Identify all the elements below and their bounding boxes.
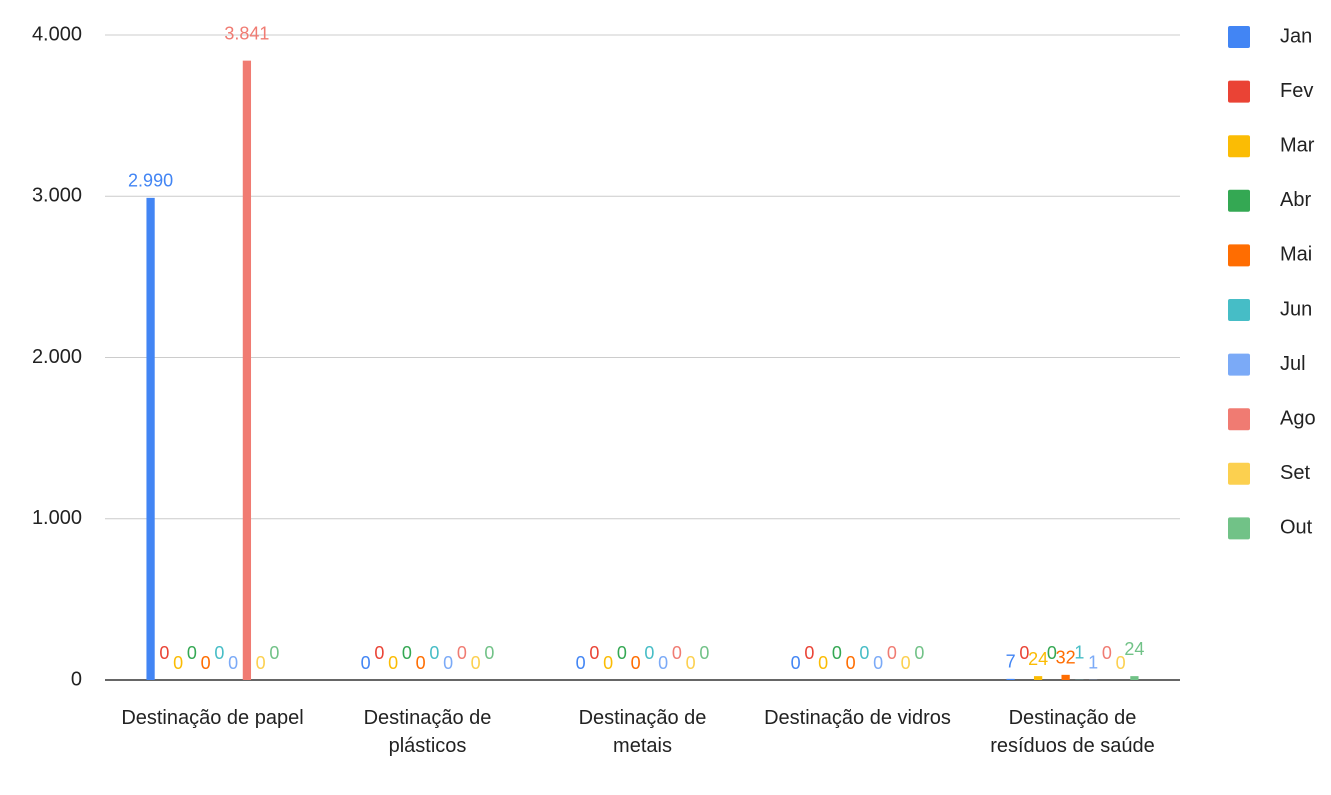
- bar: [1033, 676, 1043, 680]
- data-label: 0: [791, 653, 801, 673]
- data-label: 24: [1124, 639, 1144, 659]
- y-tick-label: 1.000: [32, 507, 82, 529]
- data-label: 0: [1047, 643, 1057, 663]
- data-label: 2.990: [128, 171, 173, 191]
- data-label: 0: [269, 643, 279, 663]
- bar: [242, 60, 252, 681]
- data-label: 0: [1019, 643, 1029, 663]
- bar: [1061, 674, 1070, 680]
- x-tick-label: Destinação de plásticos: [363, 707, 492, 757]
- data-label: 1: [1088, 653, 1098, 673]
- y-tick-label: 0: [71, 668, 82, 690]
- data-label: 0: [804, 643, 814, 663]
- data-label: 0: [443, 653, 453, 673]
- data-label: 0: [388, 653, 398, 673]
- legend-swatch: [1228, 80, 1250, 103]
- data-label: 0: [214, 643, 224, 663]
- data-label: 0: [914, 643, 924, 663]
- legend-label: Jun: [1280, 298, 1312, 320]
- data-label: 0: [859, 643, 869, 663]
- data-label: 0: [256, 653, 266, 673]
- data-label: 3.841: [224, 23, 269, 43]
- data-label: 0: [416, 653, 426, 673]
- x-tick-label: Destinação de metais: [578, 707, 707, 757]
- legend-swatch: [1228, 244, 1250, 267]
- data-label: 0: [658, 653, 668, 673]
- data-label: 0: [887, 643, 897, 663]
- legend-swatch: [1228, 353, 1250, 376]
- legend-label: Set: [1280, 462, 1310, 484]
- legend-label: Fev: [1280, 80, 1313, 102]
- legend-swatch: [1228, 26, 1250, 48]
- legend-swatch: [1228, 135, 1250, 158]
- data-label: 0: [1116, 653, 1126, 673]
- legend-label: Jan: [1280, 25, 1312, 47]
- data-label: 0: [686, 653, 696, 673]
- data-label: 0: [201, 653, 211, 673]
- legend-label: Mai: [1280, 244, 1312, 266]
- data-label: 0: [374, 643, 384, 663]
- data-label: 0: [429, 643, 439, 663]
- legend-label: Abr: [1280, 189, 1311, 211]
- data-label: 0: [457, 643, 467, 663]
- legend-label: Jul: [1280, 353, 1306, 375]
- legend-swatch: [1228, 517, 1250, 540]
- data-label: 0: [159, 643, 169, 663]
- legend-label: Out: [1280, 517, 1313, 539]
- data-label: 0: [361, 653, 371, 673]
- data-label: 7: [1006, 652, 1016, 672]
- data-label: 0: [603, 653, 613, 673]
- data-label: 0: [576, 653, 586, 673]
- data-label: 0: [672, 643, 682, 663]
- bar: [146, 197, 155, 681]
- data-label: 0: [901, 653, 911, 673]
- data-label: 0: [617, 643, 627, 663]
- data-label: 0: [1102, 643, 1112, 663]
- bar: [1006, 678, 1015, 680]
- data-label: 0: [402, 643, 412, 663]
- legend-swatch: [1228, 408, 1250, 431]
- legend-label: Mar: [1280, 134, 1315, 156]
- x-tick-label: Destinação de resíduos de saúde: [990, 707, 1155, 757]
- data-label: 0: [644, 643, 654, 663]
- data-label: 0: [873, 653, 883, 673]
- data-label: 0: [187, 643, 197, 663]
- y-tick-label: 4.000: [32, 23, 82, 45]
- legend-label: Ago: [1280, 407, 1316, 429]
- legend-swatch: [1228, 462, 1250, 485]
- data-label: 0: [631, 653, 641, 673]
- data-label: 0: [589, 643, 599, 663]
- data-label: 0: [173, 653, 183, 673]
- y-tick-label: 3.000: [32, 185, 82, 207]
- bar: [1130, 676, 1139, 680]
- data-label: 0: [484, 643, 494, 663]
- legend-swatch: [1228, 299, 1250, 321]
- data-label: 24: [1028, 649, 1048, 669]
- data-label: 1: [1074, 643, 1084, 663]
- x-tick-label: Destinação de vidros: [764, 707, 951, 729]
- data-label: 0: [846, 653, 856, 673]
- x-tick-label: Destinação de papel: [121, 707, 304, 729]
- data-label: 32: [1056, 648, 1076, 668]
- data-label: 0: [818, 653, 828, 673]
- y-tick-label: 2.000: [32, 346, 82, 368]
- data-label: 0: [471, 653, 481, 673]
- data-label: 0: [699, 643, 709, 663]
- data-label: 0: [228, 653, 238, 673]
- data-label: 0: [832, 643, 842, 663]
- legend-swatch: [1228, 189, 1250, 212]
